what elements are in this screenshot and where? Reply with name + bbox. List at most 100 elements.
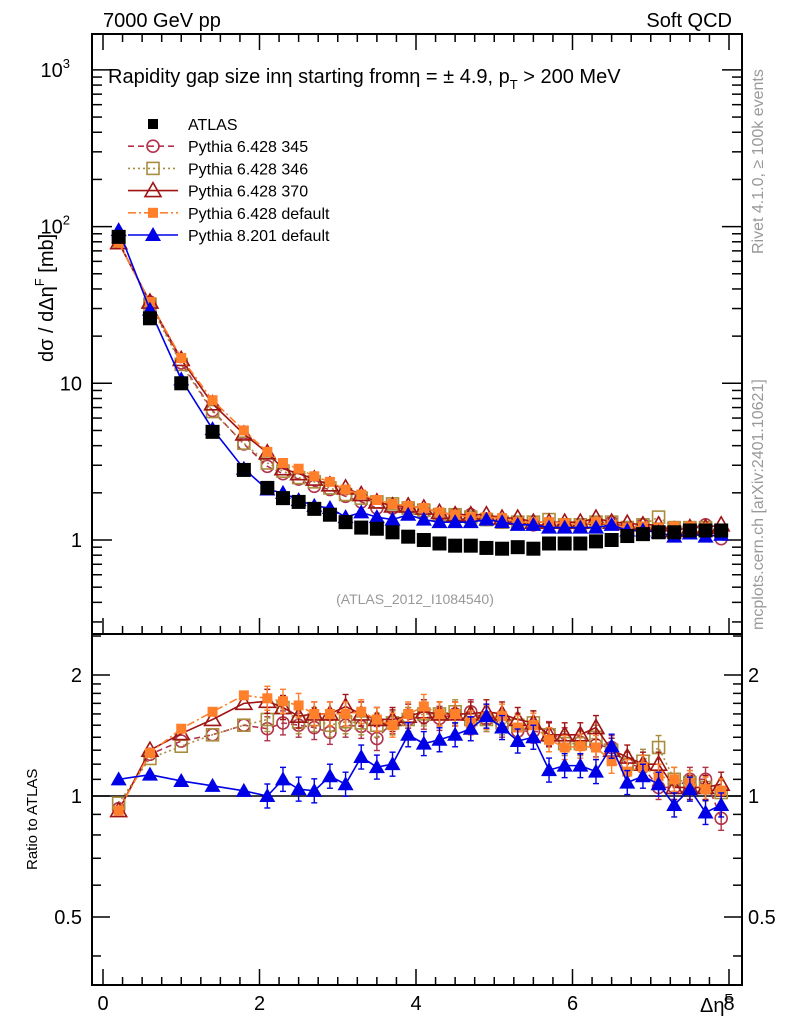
legend-marker: [148, 207, 158, 218]
data-point: [700, 784, 711, 795]
data-point: [462, 720, 479, 735]
x-tick-label: 2: [254, 993, 265, 1015]
data-point: [306, 782, 323, 797]
data-point: [141, 766, 158, 781]
legend-entry: Pythia 6.428 346: [128, 161, 308, 178]
legend-label: Pythia 8.201 default: [188, 228, 330, 245]
data-point: [238, 425, 249, 436]
data-point: [277, 696, 288, 707]
x-axis-label: ΔηF: [700, 991, 732, 1017]
data-point: [556, 757, 573, 772]
ratio-panel: 0 2 4 6 8 0.5 0.5 1 1 2 2: [54, 633, 776, 1015]
data-point: [384, 756, 401, 771]
legend-entry: Pythia 6.428 370: [128, 180, 308, 201]
data-point: [587, 763, 604, 778]
series-pythia-8-201-default: [110, 222, 730, 543]
data-point: [416, 533, 431, 547]
legend-marker: [145, 227, 161, 241]
data-point: [431, 514, 448, 529]
data-point: [371, 714, 382, 725]
data-point: [234, 693, 254, 711]
series-pythia-6-428-default: [113, 237, 727, 534]
data-point: [322, 507, 337, 522]
data-point: [447, 514, 464, 529]
ratio-y-tick-label: 0.5: [54, 907, 82, 929]
data-point: [716, 785, 727, 796]
data-point: [541, 519, 558, 534]
series-atlas: [111, 229, 729, 556]
data-point: [572, 519, 589, 534]
data-point: [512, 722, 523, 733]
data-point: [635, 527, 650, 542]
data-point: [354, 520, 369, 535]
data-point: [619, 774, 636, 789]
data-point: [237, 718, 251, 733]
data-point: [463, 538, 478, 553]
mcplots-label: mcplots.cern.ch [arXiv:2401.10621]: [750, 379, 767, 630]
data-point: [541, 762, 558, 777]
data-point: [174, 376, 189, 391]
series-line: [117, 242, 722, 530]
data-point: [353, 504, 370, 519]
legend-label: Pythia 6.428 345: [188, 139, 308, 156]
series-line: [117, 229, 722, 538]
data-point: [277, 458, 288, 469]
ratio-y-tick-label-right: 0.5: [748, 907, 776, 929]
data-point: [403, 500, 414, 511]
data-point: [400, 506, 417, 521]
data-point: [262, 693, 273, 704]
x-tick-label: 4: [410, 993, 421, 1015]
data-point: [432, 536, 447, 551]
data-point: [431, 731, 448, 746]
data-point: [525, 516, 542, 531]
legend-entry: ATLAS: [148, 117, 238, 134]
data-point: [176, 353, 187, 364]
data-point: [526, 541, 541, 556]
data-point: [384, 511, 401, 526]
data-point: [353, 749, 370, 764]
data-point: [207, 706, 218, 717]
data-point: [340, 484, 351, 495]
data-point: [667, 525, 682, 540]
data-point: [681, 781, 698, 796]
data-point: [207, 395, 218, 406]
data-point: [368, 759, 385, 774]
data-point: [495, 541, 510, 556]
data-point: [587, 519, 604, 534]
data-point: [387, 720, 398, 731]
series-pythia-6-428-370: [109, 233, 731, 538]
data-point: [290, 781, 307, 796]
data-point: [447, 726, 464, 741]
series-line: [117, 242, 722, 540]
data-point: [293, 700, 304, 711]
series-line: [117, 240, 722, 532]
main-panel: 1 10 102 103: [41, 33, 743, 635]
series-line: [117, 710, 722, 819]
ratio-y-tick-label-right: 1: [748, 786, 759, 808]
data-point: [588, 534, 603, 549]
data-point: [403, 708, 414, 719]
data-point: [144, 747, 155, 758]
data-point: [385, 525, 400, 540]
data-point: [274, 771, 291, 786]
data-point: [572, 757, 589, 772]
data-point: [204, 777, 221, 792]
data-point: [371, 494, 382, 505]
data-point: [173, 772, 190, 787]
data-point: [434, 708, 445, 719]
data-point: [400, 726, 417, 741]
analysis-id-watermark: (ATLAS_2012_I1084540): [336, 591, 494, 607]
y-tick-label: 10: [60, 373, 82, 395]
data-point: [575, 741, 586, 752]
data-point: [697, 804, 714, 819]
data-point: [415, 735, 432, 750]
data-point: [714, 523, 729, 538]
data-point: [260, 456, 275, 470]
data-point: [698, 523, 713, 538]
rivet-version-label: Rivet 4.1.0, ≥ 100k events: [750, 69, 767, 254]
data-point: [682, 523, 697, 538]
data-point: [479, 540, 494, 555]
data-point: [620, 529, 635, 544]
legend-label: ATLAS: [188, 117, 238, 134]
data-point: [291, 494, 306, 509]
